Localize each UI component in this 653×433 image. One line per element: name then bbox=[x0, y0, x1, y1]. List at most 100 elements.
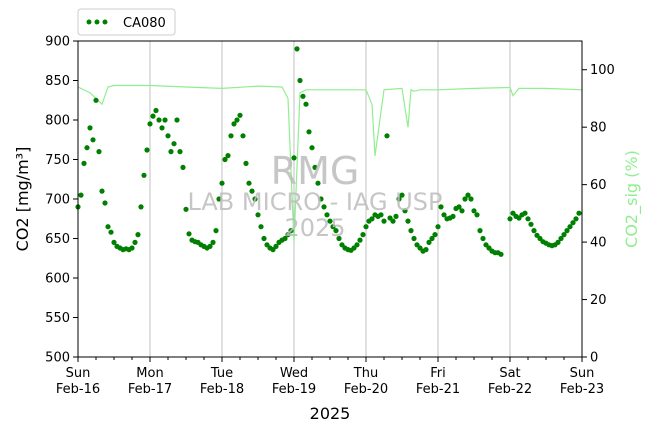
co2-point bbox=[462, 196, 468, 202]
x-tick-label-date: Feb-22 bbox=[488, 382, 532, 397]
co2-point bbox=[312, 164, 318, 170]
y-left-tick-label: 750 bbox=[45, 153, 70, 168]
co2-points-layer bbox=[75, 46, 582, 257]
co2-point bbox=[465, 192, 471, 198]
y-left-tick-label: 800 bbox=[45, 114, 70, 129]
co2-point bbox=[525, 216, 531, 222]
co2-point bbox=[159, 125, 165, 131]
co2-point bbox=[327, 218, 333, 224]
co2-point bbox=[561, 232, 567, 238]
x-tick-label-day: Thu bbox=[353, 366, 378, 381]
co2-point bbox=[528, 221, 534, 227]
x-tick-label-day: Sat bbox=[499, 366, 520, 381]
co2-point bbox=[186, 231, 192, 237]
co2-point bbox=[105, 224, 111, 230]
co2-point bbox=[231, 121, 237, 127]
co2-point bbox=[432, 232, 438, 238]
y-axis-right-title: CO2_sig (%) bbox=[622, 150, 642, 248]
co2-point bbox=[396, 196, 402, 202]
co2-point bbox=[87, 125, 93, 131]
co2-point bbox=[459, 208, 465, 214]
co2-point bbox=[567, 224, 573, 230]
co2-point bbox=[354, 242, 360, 248]
co2-point bbox=[84, 145, 90, 151]
watermark-line3: 2025 bbox=[284, 214, 345, 242]
co2-point bbox=[480, 235, 486, 242]
co2-point bbox=[135, 232, 141, 238]
co2-point bbox=[477, 228, 483, 234]
x-tick-label-day: Wed bbox=[280, 366, 308, 381]
co2-point bbox=[306, 129, 312, 135]
co2-point bbox=[381, 218, 387, 224]
co2-point bbox=[90, 137, 96, 143]
co2-point bbox=[321, 204, 327, 210]
co2-point bbox=[141, 172, 147, 178]
co2-point bbox=[450, 213, 456, 219]
y-left-tick-label: 500 bbox=[45, 351, 70, 366]
y-left-tick-label: 600 bbox=[45, 272, 70, 287]
co2-point bbox=[468, 196, 474, 202]
co2-point bbox=[168, 149, 174, 155]
x-tick-label-day: Tue bbox=[210, 366, 233, 381]
co2-point bbox=[150, 113, 156, 119]
sig-line bbox=[77, 84, 583, 243]
co2-point bbox=[360, 232, 366, 238]
co2-point bbox=[336, 235, 342, 242]
co2-point bbox=[369, 216, 375, 222]
co2-point bbox=[357, 237, 363, 243]
x-tick-label-day: Mon bbox=[136, 366, 163, 381]
sig-series-layer bbox=[77, 84, 583, 243]
co2-point bbox=[153, 107, 159, 114]
co2-point bbox=[102, 200, 108, 206]
co2-point bbox=[246, 180, 252, 186]
co2-point bbox=[324, 212, 330, 218]
x-tick-label-date: Feb-21 bbox=[416, 382, 460, 397]
y-left-tick-label: 550 bbox=[45, 311, 70, 326]
legend-marker bbox=[86, 19, 92, 25]
co2-point bbox=[225, 153, 231, 159]
co2-point bbox=[555, 239, 561, 245]
co2-point bbox=[249, 188, 255, 194]
y-left-tick-label: 650 bbox=[45, 232, 70, 247]
co2-point bbox=[252, 196, 258, 202]
co2-point bbox=[171, 141, 177, 147]
co2-point bbox=[474, 212, 480, 218]
co2-point bbox=[216, 196, 222, 202]
co2-point bbox=[273, 243, 279, 249]
co2-point bbox=[132, 239, 138, 245]
co2-point bbox=[426, 239, 432, 245]
co2-point bbox=[258, 224, 264, 230]
co2-point bbox=[174, 117, 180, 123]
co2-point bbox=[384, 133, 390, 139]
x-tick-label-day: Sun bbox=[570, 366, 595, 381]
co2-point bbox=[378, 212, 384, 218]
watermark-line1: RMG bbox=[271, 149, 360, 193]
gridlines bbox=[149, 41, 511, 357]
co2-point bbox=[576, 210, 582, 216]
legend-marker bbox=[102, 19, 108, 25]
x-tick-label-day: Sun bbox=[66, 366, 91, 381]
co2-point bbox=[303, 101, 309, 107]
co2-point bbox=[81, 160, 87, 166]
legend: CA080 bbox=[77, 8, 176, 36]
co2-point bbox=[507, 216, 513, 222]
co2-point bbox=[318, 196, 324, 202]
co2-point bbox=[408, 228, 414, 234]
y-axis-left: 500 550 600 650 700 750 800 850 900 bbox=[45, 35, 78, 366]
y-left-tick-label: 700 bbox=[45, 193, 70, 208]
co2-point bbox=[138, 204, 144, 210]
co2-point bbox=[435, 224, 441, 230]
co2-point bbox=[282, 235, 288, 242]
co2-point bbox=[429, 235, 435, 242]
x-tick-label-date: Feb-23 bbox=[560, 382, 604, 397]
legend-label: CA080 bbox=[123, 16, 166, 31]
co2-point bbox=[99, 188, 105, 194]
x-tick-label-day: Fri bbox=[430, 366, 446, 381]
co2-point bbox=[441, 212, 447, 218]
co2-point bbox=[147, 121, 153, 127]
co2-point bbox=[573, 216, 579, 222]
x-axis-title: 2025 bbox=[310, 404, 351, 423]
co2-point bbox=[228, 133, 234, 139]
co2-point bbox=[183, 206, 189, 212]
